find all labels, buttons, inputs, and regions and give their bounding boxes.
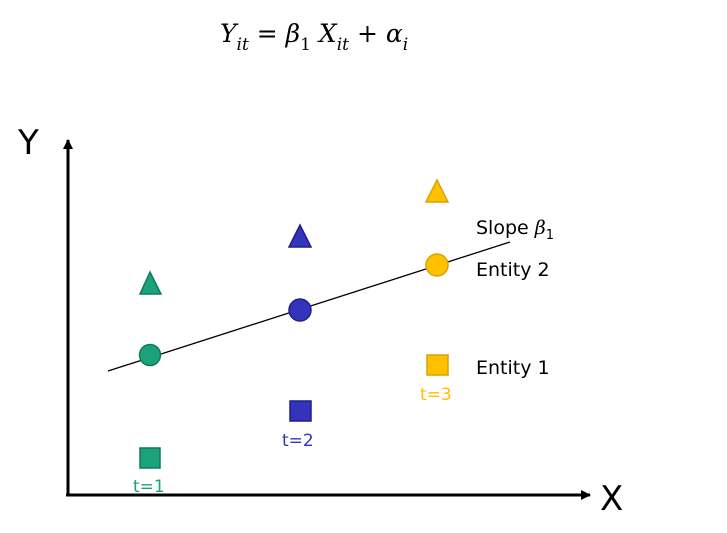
t1-circle-marker	[140, 345, 161, 366]
t2-circle-marker	[289, 299, 311, 321]
x-axis-label: X	[600, 479, 623, 519]
t1-square-marker	[140, 448, 160, 468]
t3-circle-marker	[426, 254, 448, 276]
t1-label: t=1	[133, 477, 165, 497]
t1-triangle-marker	[140, 272, 161, 294]
svg-text:Yit = β1 Xit + αi: Yit = β1 Xit + αi	[220, 19, 408, 55]
t3-label: t=3	[420, 385, 452, 405]
slope-text: Slope	[476, 217, 529, 239]
model-equation: Yit = β1 Xit + αi	[220, 19, 408, 55]
slope-beta: β	[534, 217, 546, 239]
eq-x-sub: it	[337, 35, 349, 55]
t2-triangle-marker	[289, 225, 311, 247]
eq-alpha: α	[386, 19, 403, 48]
slope-label: Slope β1	[476, 217, 554, 243]
eq-plus: +	[357, 19, 378, 48]
t3-square-marker	[427, 355, 448, 375]
t3-triangle-marker	[426, 180, 448, 202]
t2-square-marker	[290, 401, 311, 421]
eq-beta-sub: 1	[300, 35, 311, 55]
eq-x: X	[317, 19, 338, 48]
eq-beta: β	[285, 19, 300, 48]
slope-beta-sub: 1	[546, 228, 554, 243]
eq-y-sub: it	[237, 35, 249, 55]
t2-label: t=2	[282, 431, 314, 451]
eq-alpha-sub: i	[403, 35, 408, 55]
entity1-label: Entity 1	[476, 357, 550, 379]
eq-equals: =	[257, 19, 278, 48]
entity2-label: Entity 2	[476, 259, 550, 281]
y-axis-label: Y	[17, 123, 39, 163]
